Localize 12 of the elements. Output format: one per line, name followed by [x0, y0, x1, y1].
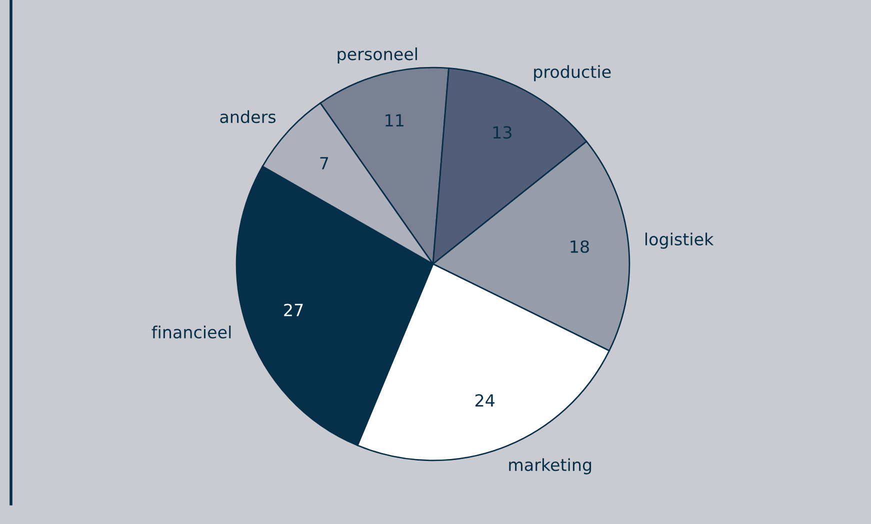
data-label: 24 — [475, 394, 495, 406]
slice-label: financieel — [152, 326, 231, 338]
data-label: 13 — [493, 126, 512, 139]
data-label: 18 — [570, 240, 589, 253]
slice-label: anders — [220, 110, 276, 124]
data-label: 27 — [284, 304, 303, 316]
slice-label: marketing — [509, 458, 592, 474]
data-label: 11 — [386, 114, 404, 126]
slice-label: logistiek — [645, 232, 714, 249]
slice-label: personeel — [338, 47, 417, 64]
slice-label: productie — [534, 65, 611, 82]
data-label: 7 — [320, 157, 328, 170]
